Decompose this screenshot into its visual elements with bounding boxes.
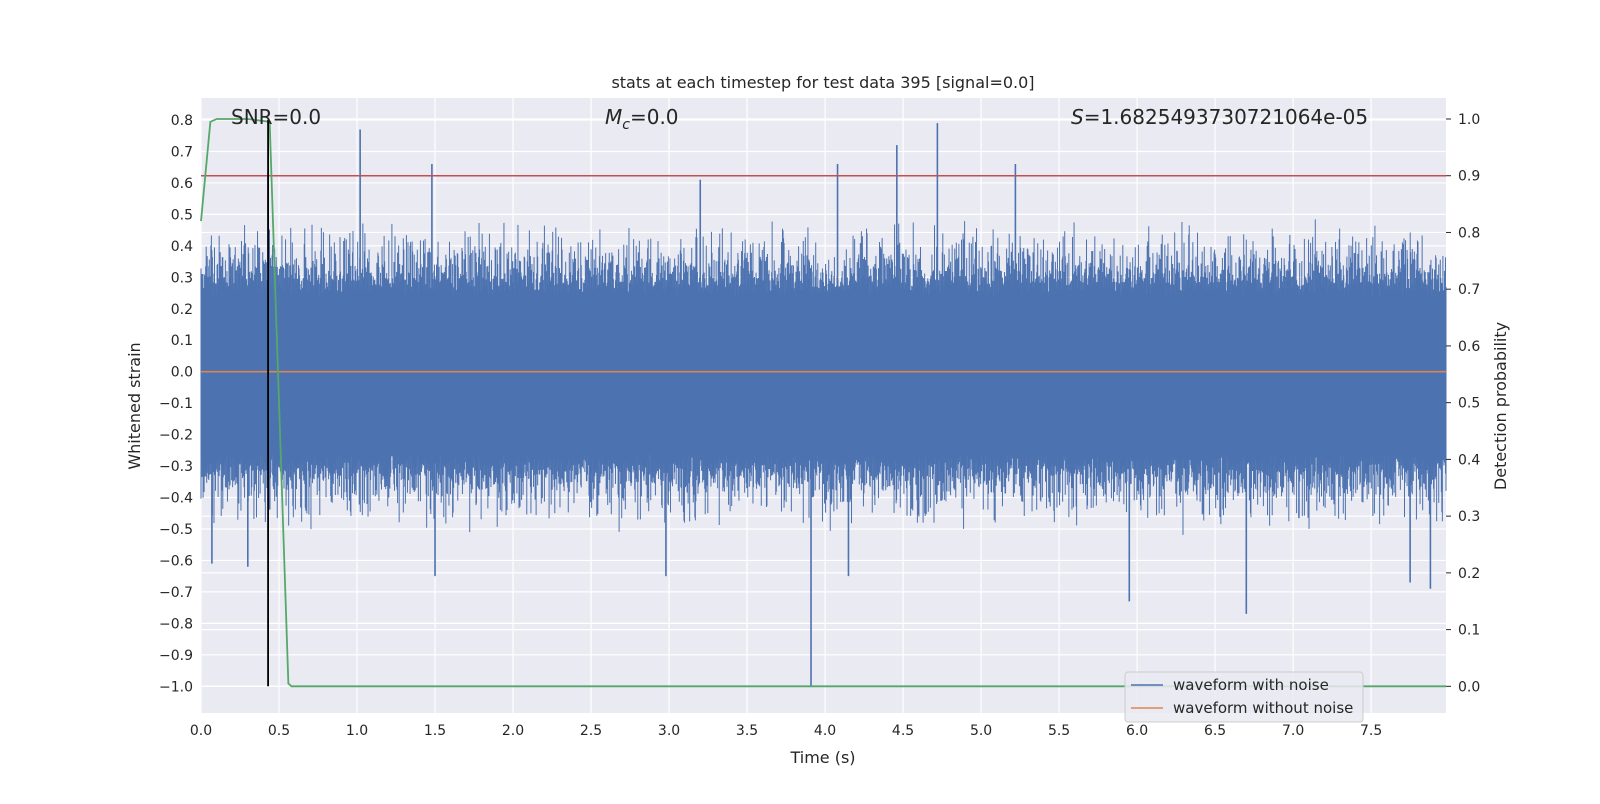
y2-tick-label: 0.0	[1458, 679, 1480, 695]
x-tick-label: 3.0	[658, 723, 680, 739]
x-tick-label: 7.5	[1360, 723, 1382, 739]
y-tick-label: 0.3	[171, 270, 193, 286]
y-tick-label: 0.7	[171, 144, 193, 160]
s-value: =1.6825493730721064e-05	[1084, 105, 1368, 129]
y2-axis-label: Detection probability	[1491, 322, 1510, 490]
legend-box	[1124, 671, 1364, 723]
y-tick-label: −0.1	[159, 396, 193, 412]
x-tick-label: 4.0	[814, 723, 836, 739]
y2-tick-label: 0.3	[1458, 509, 1480, 525]
y-tick-label: −0.6	[159, 553, 193, 569]
s-symbol: S	[1071, 105, 1084, 129]
x-tick-label: 1.5	[424, 723, 446, 739]
snr-annotation: SNR=0.0	[231, 105, 321, 129]
y2-tick-label: 0.6	[1458, 339, 1480, 355]
y-tick-label: −0.4	[159, 491, 193, 507]
detection-probability-line	[200, 118, 1446, 688]
legend-label-noise: waveform with noise	[1173, 676, 1329, 694]
y-tick-label: 0.6	[171, 176, 193, 192]
x-tick-label: 6.0	[1126, 723, 1148, 739]
y-tick-label: 0.0	[171, 365, 193, 381]
y-tick-label: −0.3	[159, 459, 193, 475]
chart-title: stats at each timestep for test data 395…	[611, 73, 1034, 92]
s-annotation: S=1.6825493730721064e-05	[1071, 105, 1368, 129]
y2-tick-label: 0.9	[1458, 169, 1480, 185]
y-tick-label: −0.8	[159, 616, 193, 632]
legend: waveform with noise waveform without noi…	[1124, 671, 1364, 723]
x-tick-label: 0.5	[268, 723, 290, 739]
y2-tick-label: 0.7	[1458, 282, 1480, 298]
y-tick-label: −1.0	[159, 679, 193, 695]
y2-tick-label: 0.8	[1458, 225, 1480, 241]
legend-label-clean: waveform without noise	[1173, 699, 1353, 717]
x-tick-label: 5.0	[970, 723, 992, 739]
x-tick-label: 2.0	[502, 723, 524, 739]
x-tick-label: 3.5	[736, 723, 758, 739]
noisy-waveform-series	[200, 123, 1447, 687]
noise-core	[201, 299, 1446, 451]
x-tick-label: 4.5	[892, 723, 914, 739]
y-tick-label: 0.2	[171, 302, 193, 318]
line-series	[200, 118, 1446, 688]
x-tick-label: 7.0	[1282, 723, 1304, 739]
y-tick-label: −0.7	[159, 585, 193, 601]
y2-tick-label: 1.0	[1458, 112, 1480, 128]
y-tick-label: 0.1	[171, 333, 193, 349]
y-tick-label: 0.5	[171, 207, 193, 223]
x-tick-label: 0.0	[190, 723, 212, 739]
y-tick-label: −0.9	[159, 648, 193, 664]
y2-tick-label: 0.5	[1458, 396, 1480, 412]
chirp-mass-symbol: M	[605, 105, 622, 129]
x-tick-label: 5.5	[1048, 723, 1070, 739]
y-tick-label: −0.2	[159, 428, 193, 444]
x-axis-label: Time (s)	[789, 748, 855, 767]
chirp-mass-subscript: c	[622, 117, 630, 133]
y2-tick-label: 0.1	[1458, 623, 1480, 639]
y2-tick-label: 0.2	[1458, 566, 1480, 582]
chirp-mass-annotation: Mc=0.0	[605, 105, 679, 133]
x-tick-label: 6.5	[1204, 723, 1226, 739]
y2-tick-label: 0.4	[1458, 452, 1480, 468]
y-axis-label: Whitened strain	[125, 342, 144, 469]
y-tick-label: 0.8	[171, 113, 193, 129]
axis-ticks: 0.0 0.5 1.0 1.5 2.0 2.5 3.0 3.5 4.0 4.5 5.0 5.5 6.0 6…	[159, 112, 1480, 739]
y-tick-label: 0.4	[171, 239, 193, 255]
y-tick-label: −0.5	[159, 522, 193, 538]
chirp-mass-value: =0.0	[630, 105, 679, 129]
x-tick-label: 2.5	[580, 723, 602, 739]
x-tick-label: 1.0	[346, 723, 368, 739]
